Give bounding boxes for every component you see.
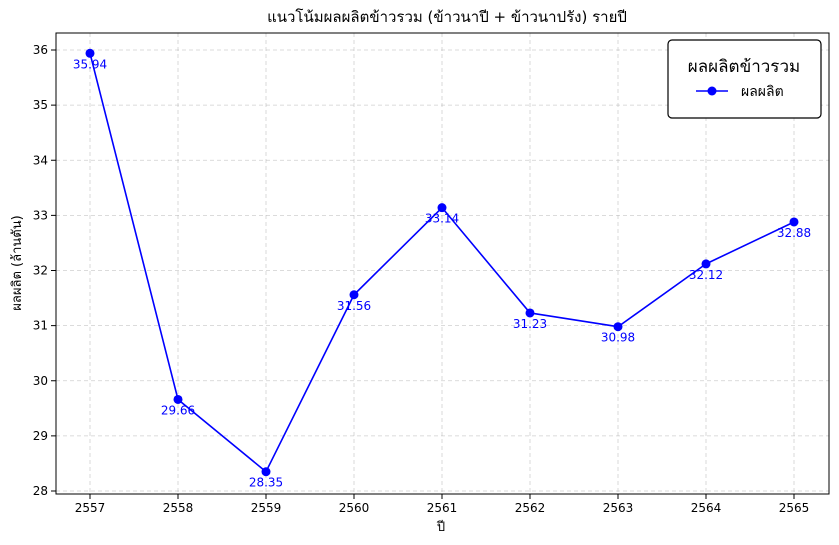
legend-series-label: ผลผลิต (741, 84, 784, 100)
data-point (701, 259, 711, 269)
x-tick-label: 2559 (251, 501, 282, 515)
data-label: 29.66 (161, 403, 195, 417)
series-layer (85, 48, 799, 477)
data-point (85, 48, 95, 58)
data-point (173, 394, 183, 404)
x-tick-label: 2557 (75, 501, 106, 515)
data-label: 35.94 (73, 57, 107, 71)
y-tick-label: 33 (33, 208, 48, 222)
data-label: 32.88 (777, 226, 811, 240)
data-labels: 35.94 29.66 28.35 31.56 33.14 31.23 30.98 32.12… (73, 57, 811, 489)
axis-ticks: 2557 2558 2559 2560 2561 2562 2563 2564 2565 28 29… (33, 43, 810, 515)
data-point (437, 203, 447, 213)
y-tick-label: 31 (33, 319, 48, 333)
x-tick-label: 2564 (691, 501, 722, 515)
data-label: 30.98 (601, 331, 635, 345)
data-label: 31.56 (337, 299, 371, 313)
x-tick-label: 2563 (603, 501, 634, 515)
data-point (613, 322, 623, 332)
x-tick-label: 2565 (779, 501, 810, 515)
y-axis-title: ผลผลิต (ล้านตัน) (10, 215, 25, 310)
y-tick-label: 32 (33, 264, 48, 278)
data-point (525, 308, 535, 318)
y-tick-label: 28 (33, 484, 48, 498)
y-tick-label: 34 (33, 153, 48, 167)
data-label: 33.14 (425, 212, 459, 226)
legend-title: ผลผลิตข้าวรวม (688, 57, 800, 77)
grid-lines (56, 33, 829, 494)
data-label: 32.12 (689, 268, 723, 282)
x-axis-title: ปี (436, 519, 445, 535)
y-tick-label: 35 (33, 98, 48, 112)
y-tick-label: 29 (33, 429, 48, 443)
data-label: 31.23 (513, 317, 547, 331)
data-label: 28.35 (249, 476, 283, 490)
data-point (349, 290, 359, 300)
data-point (261, 467, 271, 477)
x-tick-label: 2562 (515, 501, 546, 515)
legend-box (667, 39, 822, 119)
y-tick-label: 30 (33, 374, 48, 388)
x-tick-label: 2558 (163, 501, 194, 515)
data-point (789, 217, 799, 227)
chart-title: แนวโน้มผลผลิตข้าวรวม (ข้าวนาปี + ข้าวนาป… (267, 8, 627, 26)
x-tick-label: 2561 (427, 501, 458, 515)
legend: ผลผลิตข้าวรวม ผลผลิต (667, 39, 822, 119)
y-tick-label: 36 (33, 43, 48, 57)
legend-marker-swatch (707, 86, 717, 96)
x-tick-label: 2560 (339, 501, 370, 515)
